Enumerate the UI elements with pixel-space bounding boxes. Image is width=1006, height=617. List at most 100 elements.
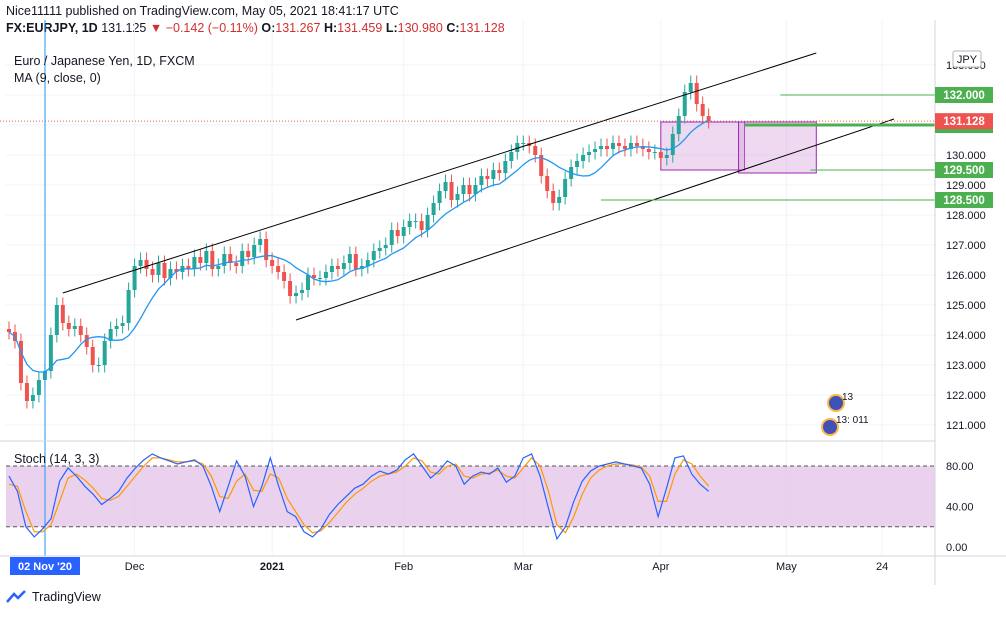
brand-label: TradingView — [32, 590, 101, 604]
zone-box — [738, 121, 817, 174]
stoch-y-tick-label: 40.00 — [946, 502, 974, 514]
candle-body — [688, 83, 693, 92]
candle-body — [706, 116, 711, 122]
publish-line: Nice11111 published on TradingView.com, … — [6, 4, 399, 18]
chart-svg[interactable]: 121.000 122.000 123.000 124.000 125.000 126.0… — [0, 0, 1006, 585]
candle-body — [335, 266, 340, 269]
hline-label: 132.000 — [943, 90, 985, 102]
hline-label-bg — [935, 87, 993, 103]
y-tick-label: 129.000 — [946, 180, 986, 192]
candle-body — [311, 275, 316, 278]
candle-body — [371, 251, 376, 260]
high-value: 131.459 — [337, 21, 383, 35]
candle-body — [282, 272, 287, 281]
event-marker-icon — [821, 418, 839, 436]
candle-body — [186, 266, 191, 269]
candle-body — [126, 290, 131, 323]
candle-body — [377, 248, 382, 251]
candle-body — [246, 251, 251, 257]
ma-indicator-label: MA (9, close, 0) — [14, 71, 101, 85]
candle-body — [413, 221, 418, 222]
chart-header: Nice11111 published on TradingView.com, … — [6, 3, 505, 37]
event-marker-icon — [827, 394, 845, 412]
stoch-y-tick-label: 0.00 — [946, 542, 967, 554]
candle-body — [96, 365, 101, 366]
candle-body — [431, 203, 436, 215]
candle-body — [90, 347, 95, 365]
symbol-label: FX:EURJPY, 1D — [6, 21, 98, 35]
crosshair-label-bg — [10, 557, 80, 575]
candle-body — [539, 155, 544, 176]
candle-body — [473, 185, 478, 194]
candle-body — [575, 161, 580, 167]
candle-body — [317, 278, 322, 279]
candle-body — [204, 251, 209, 263]
candle-body — [108, 329, 113, 341]
open-value: 131.267 — [275, 21, 321, 35]
trend-line — [62, 52, 817, 294]
candle-body — [138, 260, 143, 266]
x-tick-label: Apr — [652, 561, 669, 573]
y-tick-label: 126.000 — [946, 270, 986, 282]
candle-body — [306, 275, 310, 290]
candle-body — [497, 170, 502, 173]
candle-body — [24, 383, 29, 401]
tradingview-logo-icon — [6, 590, 26, 603]
candle-body — [222, 254, 227, 266]
hline-label-bg — [935, 162, 993, 178]
chart-title: Euro / Japanese Yen, 1D, FXCM — [14, 54, 195, 68]
event-marker-label: 13 — [842, 392, 854, 403]
candle-body — [419, 221, 424, 230]
candle-body — [84, 335, 89, 347]
candle-body — [557, 197, 562, 203]
candle-body — [437, 191, 442, 203]
candle-body — [467, 185, 472, 194]
ohlc-line: FX:EURJPY, 1D 131.125 ▼ −0.142 (−0.11%) … — [6, 20, 505, 37]
x-tick-label: Dec — [125, 561, 145, 573]
candle-body — [341, 263, 346, 269]
candle-body — [676, 116, 681, 134]
candle-body — [192, 257, 197, 269]
event-marker-label: 13: 011 — [836, 415, 869, 426]
hline-label: 128.500 — [943, 195, 985, 207]
last-price-label-bg — [935, 113, 993, 130]
candle-body — [234, 263, 239, 266]
currency-label: JPY — [957, 54, 978, 66]
candle-body — [646, 149, 651, 152]
trend-line — [295, 118, 895, 321]
candle-body — [7, 329, 11, 332]
candle-body — [323, 272, 328, 278]
candle-body — [700, 104, 705, 116]
candle-body — [610, 143, 615, 149]
candle-body — [443, 182, 448, 191]
candle-body — [252, 245, 257, 257]
candle-body — [365, 260, 370, 266]
stoch-d-line — [8, 457, 710, 534]
candle-body — [144, 260, 149, 269]
candle-body — [640, 146, 645, 149]
candle-body — [503, 161, 508, 173]
x-tick-label: 24 — [876, 561, 888, 573]
candle-body — [652, 152, 657, 153]
y-tick-label: 130.000 — [946, 150, 986, 162]
candle-body — [300, 290, 305, 293]
candle-body — [616, 143, 621, 146]
candle-body — [545, 176, 550, 191]
candle-body — [664, 155, 669, 158]
candle-body — [264, 239, 269, 260]
candle-body — [383, 245, 388, 248]
candle-body — [72, 326, 77, 329]
candle-body — [198, 257, 203, 263]
y-tick-label: 127.000 — [946, 240, 986, 252]
candle-body — [78, 326, 83, 335]
candle-body — [288, 281, 293, 296]
candle-body — [156, 263, 161, 275]
candle-body — [407, 221, 412, 227]
candle-body — [581, 155, 586, 161]
candle-body — [449, 182, 454, 200]
candle-body — [587, 152, 592, 155]
candle-body — [54, 305, 59, 335]
candle-body — [162, 263, 167, 278]
currency-badge — [952, 50, 982, 68]
candle-body — [682, 92, 687, 116]
